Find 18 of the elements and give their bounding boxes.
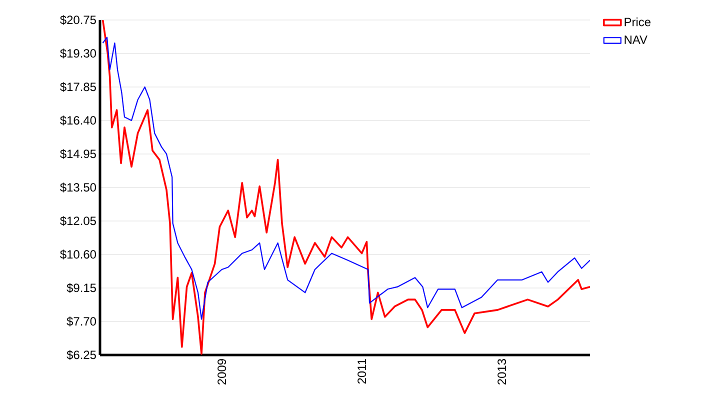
y-tick-label: $19.30 — [60, 48, 96, 58]
y-tick-label: $12.05 — [60, 216, 96, 226]
y-tick-label: $10.60 — [60, 250, 96, 260]
x-tick-label: 2009 — [218, 359, 226, 385]
y-tick-label: $16.40 — [60, 116, 96, 126]
y-tick-label: $6.25 — [66, 350, 96, 360]
line-series — [102, 36, 590, 320]
y-tick-label: $20.75 — [60, 15, 96, 25]
y-tick-label: $13.50 — [60, 182, 96, 192]
legend-label: Price — [624, 17, 650, 26]
legend-label: NAV — [624, 36, 648, 44]
line-series — [102, 20, 590, 355]
x-tick-label: 2011 — [358, 359, 366, 384]
y-tick-label: $9.15 — [66, 283, 96, 293]
y-tick-label: $17.85 — [60, 82, 96, 92]
x-tick-label: 2013 — [498, 359, 506, 385]
y-tick-label: $14.95 — [60, 149, 96, 159]
y-tick-label: $7.70 — [66, 316, 96, 326]
